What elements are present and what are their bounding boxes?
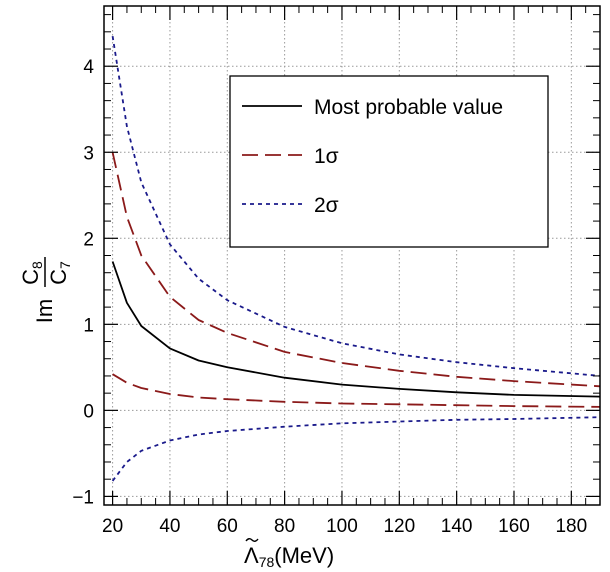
y-label-prefix: Im [32, 299, 57, 323]
y-tick-label: 4 [83, 57, 94, 78]
x-tick-label: 140 [441, 516, 473, 537]
x-tick-label: 180 [555, 516, 587, 537]
x-label-text: Λ78(MeV) [244, 543, 334, 570]
legend-label: 2σ [314, 194, 339, 217]
series-line-4 [111, 416, 600, 482]
x-tick-label: 40 [159, 516, 180, 537]
x-axis-label: Λ78(MeV) [244, 538, 334, 570]
legend-label: Most probable value [314, 96, 503, 119]
y-tick-label: 1 [83, 315, 94, 336]
series-line-2 [112, 373, 600, 408]
y-tick-label: −1 [72, 487, 94, 508]
y-axis-label: Im C8 C7 [18, 257, 73, 323]
series-group [111, 35, 600, 482]
series-line-0 [111, 261, 600, 398]
y-tick-label: 2 [83, 229, 94, 250]
ticks-group: 20 40 60 80 100 120 140 160 180 −1 0 1 2 3 4 [72, 6, 601, 537]
x-tick-label: 160 [498, 516, 530, 537]
legend-box [229, 75, 549, 248]
x-tick-label: 100 [326, 516, 358, 537]
x-tick-label: 120 [383, 516, 415, 537]
legend: Most probable value 1σ 2σ [229, 75, 549, 248]
series-line-1 [111, 152, 600, 388]
x-tick-label: 80 [274, 516, 295, 537]
legend-label: 1σ [314, 145, 339, 168]
y-tick-label: 3 [83, 143, 94, 164]
x-tick-label: 60 [217, 516, 238, 537]
x-tick-label: 20 [102, 516, 123, 537]
y-label-denominator: C7 [46, 261, 73, 285]
series-line-3 [111, 35, 600, 377]
y-label-numerator: C8 [18, 261, 45, 285]
x-label-tilde [245, 538, 259, 542]
y-tick-label: 0 [83, 401, 94, 422]
